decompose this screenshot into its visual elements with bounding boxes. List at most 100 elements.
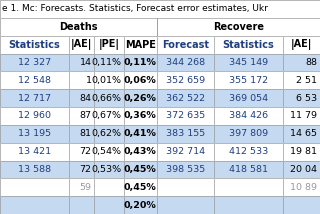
Bar xyxy=(0,107,69,125)
Bar xyxy=(69,71,94,89)
Text: Statistics: Statistics xyxy=(222,40,274,50)
Bar xyxy=(0,71,69,89)
Bar xyxy=(283,178,320,196)
Text: 0,62%: 0,62% xyxy=(91,129,121,138)
Text: 12 960: 12 960 xyxy=(18,111,51,120)
Text: 362 522: 362 522 xyxy=(166,94,205,103)
Bar xyxy=(283,36,320,54)
Bar xyxy=(157,178,214,196)
Bar xyxy=(124,54,157,71)
Bar xyxy=(214,196,283,214)
Bar xyxy=(94,89,124,107)
Bar xyxy=(94,143,124,160)
Bar xyxy=(157,125,214,143)
Bar xyxy=(69,107,94,125)
Text: 20 04: 20 04 xyxy=(291,165,317,174)
Text: 81: 81 xyxy=(80,129,92,138)
Text: 384 426: 384 426 xyxy=(229,111,268,120)
Bar xyxy=(157,71,214,89)
Bar xyxy=(124,71,157,89)
Bar xyxy=(94,125,124,143)
Bar xyxy=(283,143,320,160)
Text: 369 054: 369 054 xyxy=(229,94,268,103)
Bar xyxy=(69,36,94,54)
Text: 0,26%: 0,26% xyxy=(124,94,157,103)
Bar xyxy=(157,54,214,71)
Bar xyxy=(0,18,157,36)
Bar xyxy=(124,36,157,54)
Bar xyxy=(0,196,69,214)
Bar xyxy=(69,143,94,160)
Bar xyxy=(214,178,283,196)
Bar xyxy=(0,196,69,214)
Bar xyxy=(0,0,320,18)
Bar xyxy=(283,36,320,54)
Bar xyxy=(157,178,214,196)
Text: 13 588: 13 588 xyxy=(18,165,51,174)
Text: Recovere: Recovere xyxy=(213,22,264,32)
Bar xyxy=(94,125,124,143)
Text: 59: 59 xyxy=(80,183,92,192)
Text: Forecast: Forecast xyxy=(162,40,209,50)
Bar xyxy=(283,125,320,143)
Bar xyxy=(69,89,94,107)
Bar xyxy=(214,143,283,160)
Bar xyxy=(69,196,94,214)
Bar xyxy=(0,160,69,178)
Bar xyxy=(214,54,283,71)
Bar xyxy=(283,143,320,160)
Text: 0,11%: 0,11% xyxy=(91,58,121,67)
Bar xyxy=(157,18,320,36)
Bar xyxy=(94,89,124,107)
Bar xyxy=(94,143,124,160)
Bar xyxy=(283,71,320,89)
Bar xyxy=(283,196,320,214)
Text: 383 155: 383 155 xyxy=(166,129,205,138)
Bar xyxy=(0,71,69,89)
Text: Statistics: Statistics xyxy=(9,40,60,50)
Bar xyxy=(214,36,283,54)
Text: 0,11%: 0,11% xyxy=(124,58,157,67)
Bar xyxy=(157,160,214,178)
Bar xyxy=(157,196,214,214)
Bar xyxy=(157,89,214,107)
Bar xyxy=(283,89,320,107)
Text: 10 89: 10 89 xyxy=(291,183,317,192)
Bar xyxy=(124,107,157,125)
Text: 418 581: 418 581 xyxy=(229,165,268,174)
Bar xyxy=(214,71,283,89)
Bar xyxy=(157,54,214,71)
Bar xyxy=(214,143,283,160)
Bar xyxy=(69,178,94,196)
Bar xyxy=(0,107,69,125)
Text: e 1. Mc: Forecasts. Statistics, Forecast error estimates, Ukr: e 1. Mc: Forecasts. Statistics, Forecast… xyxy=(2,4,268,13)
Bar xyxy=(124,107,157,125)
Text: 0,54%: 0,54% xyxy=(91,147,121,156)
Bar xyxy=(94,178,124,196)
Text: 12 327: 12 327 xyxy=(18,58,51,67)
Bar xyxy=(283,160,320,178)
Bar xyxy=(69,54,94,71)
Bar xyxy=(94,54,124,71)
Bar xyxy=(94,71,124,89)
Bar xyxy=(94,107,124,125)
Bar xyxy=(69,89,94,107)
Bar xyxy=(283,54,320,71)
Bar xyxy=(124,143,157,160)
Text: 355 172: 355 172 xyxy=(229,76,268,85)
Bar xyxy=(69,54,94,71)
Bar xyxy=(157,89,214,107)
Text: 372 635: 372 635 xyxy=(166,111,205,120)
Text: 398 535: 398 535 xyxy=(166,165,205,174)
Bar xyxy=(124,178,157,196)
Bar xyxy=(283,107,320,125)
Text: 72: 72 xyxy=(80,147,92,156)
Bar xyxy=(0,54,69,71)
Bar xyxy=(124,196,157,214)
Bar xyxy=(124,178,157,196)
Bar xyxy=(283,54,320,71)
Text: 1: 1 xyxy=(86,76,92,85)
Text: |PE|: |PE| xyxy=(99,39,119,50)
Bar xyxy=(124,71,157,89)
Text: 0,36%: 0,36% xyxy=(124,111,157,120)
